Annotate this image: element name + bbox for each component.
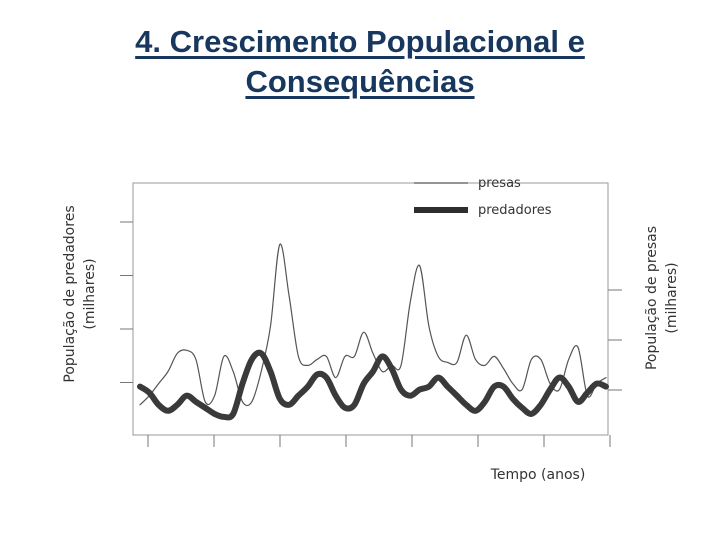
slide-title-line-1: 4. Crescimento Populacional e bbox=[135, 24, 585, 59]
axis-ticks bbox=[120, 221, 622, 447]
slide-title-line-2: Consequências bbox=[245, 64, 475, 99]
x-axis-label: Tempo (anos) bbox=[490, 467, 586, 483]
slide-title: 4. Crescimento Populacional e Consequênc… bbox=[40, 22, 680, 102]
y-axis-right-label-line-2: (milhares) bbox=[664, 262, 680, 333]
series-layer bbox=[137, 243, 609, 421]
legend-label-presas: presas bbox=[478, 176, 521, 191]
series-line-presas bbox=[139, 243, 607, 407]
legend-label-predadores: predadores bbox=[478, 203, 552, 218]
y-axis-right-label-line-1: População de presas bbox=[644, 226, 660, 370]
plot-area bbox=[132, 182, 609, 436]
y-axis-left-label-line-1: População de predadores bbox=[62, 205, 78, 382]
y-axis-left-label-line-2: (milhares) bbox=[82, 258, 98, 329]
legend: presas predadores bbox=[414, 176, 552, 218]
series-line-predadores bbox=[137, 349, 609, 421]
